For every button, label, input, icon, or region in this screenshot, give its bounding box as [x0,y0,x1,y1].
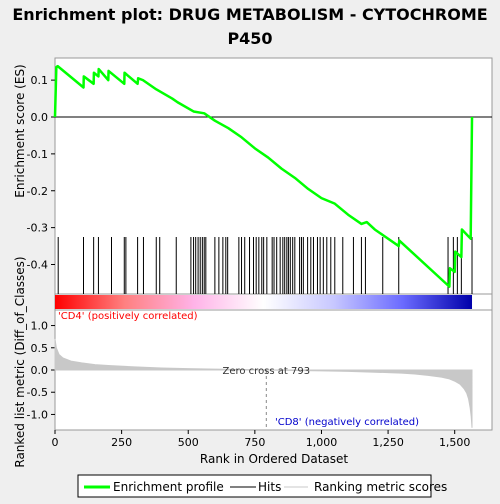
legend-box [77,474,432,498]
zero-cross-label: Zero cross at 793 [222,366,310,377]
x-tick-label: 500 [178,436,199,449]
rank-bar-fill [55,295,473,309]
metric-y-tick-label: 1.0 [31,320,49,333]
legend: Enrichment profile Hits Ranking metric s… [77,474,447,498]
es-line-group [53,64,474,288]
x-axis: 0 250 500 750 1,000 1,250 1,500 [52,430,471,449]
metric-y-tick-label: 0.0 [31,364,49,377]
hits-lines [57,237,473,294]
legend-enrichment-label: Enrichment profile [113,480,224,494]
negative-correlation-label: 'CD8' (negatively correlated) [275,417,419,428]
x-tick-label: 1,250 [372,436,404,449]
ranking-metric-area [54,338,473,428]
chart-title-line-2: P450 [227,29,272,48]
x-axis-label: Rank in Ordered Dataset [200,452,348,466]
metric-area [54,338,473,428]
positive-correlation-label: 'CD4' (positively correlated) [58,311,198,322]
x-tick-label: 250 [111,436,132,449]
es-y-tick-label: 0.1 [31,74,49,87]
legend-metric-label: Ranking metric scores [314,480,447,494]
metric-y-tick-label: 0.5 [31,342,49,355]
x-tick-label: 1,000 [306,436,338,449]
rank-color-bar [55,295,473,309]
x-tick-label: 750 [244,436,265,449]
metric-annotations: Zero cross at 793 'CD4' (positively corre… [58,311,419,430]
x-tick-label: 0 [52,436,59,449]
metric-y-tick-label: -0.5 [27,386,48,399]
es-y-axis: 0.1 0.0 -0.1 -0.2 -0.3 -0.4 [27,74,492,272]
es-y-tick-label: -0.4 [27,259,48,272]
chart-title-line-1: Enrichment plot: DRUG METABOLISM - CYTOC… [12,5,487,24]
legend-hits-label: Hits [258,480,281,494]
metric-y-axis: 1.0 0.5 0.0 -0.5 -1.0 [27,320,55,421]
metric-y-axis-label: Ranked list metric (Diff_of_Classes) [13,256,27,467]
metric-y-tick-label: -1.0 [27,408,48,421]
enrichment-profile-line [53,64,474,288]
es-panel [54,57,493,295]
es-y-axis-label: Enrichment score (ES) [13,64,27,197]
es-y-tick-label: -0.2 [27,185,48,198]
es-y-tick-label: -0.3 [27,222,48,235]
es-y-tick-label: -0.1 [27,148,48,161]
es-y-tick-label: 0.0 [31,111,49,124]
x-tick-label: 1,500 [439,436,471,449]
